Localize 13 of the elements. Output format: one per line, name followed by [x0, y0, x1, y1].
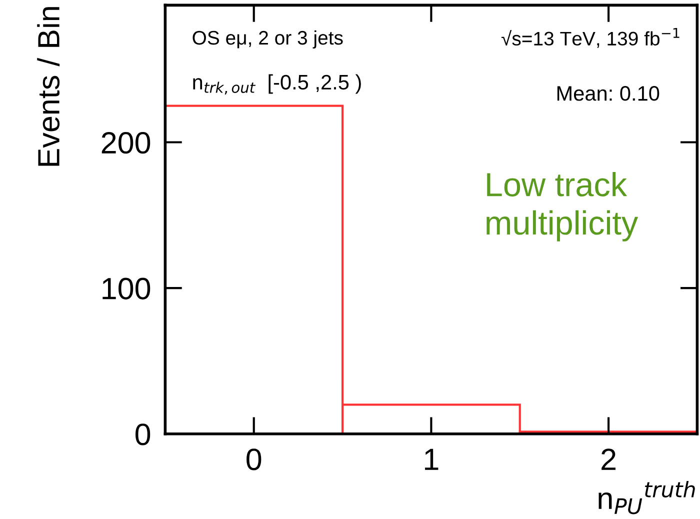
x-tick-label: 1: [425, 448, 438, 470]
y-tick-label: 100: [102, 278, 150, 300]
annotation: Low track multiplicity: [486, 172, 638, 242]
annotation: √s=13 TeV, 139 fb$^{−1}$: [501, 28, 680, 48]
x-tick-label: 2: [602, 448, 616, 470]
annotation: n$_{trk,out}$ [-0.5 ,2.5 ): [193, 74, 361, 94]
annotation: OS eμ, 2 or 3 jets: [192, 30, 343, 49]
y-axis-title: Events / Bin: [37, 7, 60, 166]
x-axis-title: n$_{PU}$$^{truth}$: [598, 480, 695, 514]
y-tick-label: 0: [136, 424, 150, 446]
y-tick-label: 200: [102, 132, 150, 154]
annotation: Mean: 0.10: [557, 86, 660, 101]
x-tick-label: 0: [246, 448, 262, 470]
